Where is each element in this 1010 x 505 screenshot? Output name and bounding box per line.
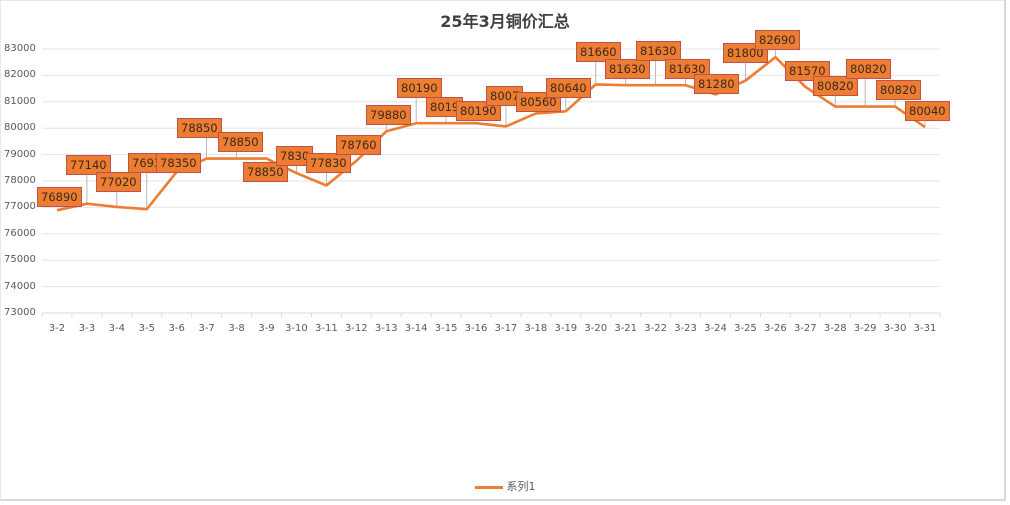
x-tick-label: 3-27 [793,323,817,334]
x-tick-label: 3-9 [258,323,275,334]
x-tick-label: 3-2 [48,323,66,334]
data-label: 7830 [276,146,314,166]
x-tick-label: 3-6 [168,323,185,334]
y-tick-label: 80000 [4,122,36,134]
y-tick-label: 74000 [4,280,36,292]
legend[interactable]: 系列1 [0,478,1010,494]
x-tick-label: 3-26 [764,323,787,334]
x-tick-label: 3-25 [734,323,757,334]
data-label: 80820 [876,80,921,100]
y-tick-label: 76000 [4,227,36,239]
x-tick-label: 3-8 [228,323,245,334]
data-label: 77140 [66,155,111,175]
data-label: 78350 [156,153,201,173]
x-tick-label: 3-29 [853,323,877,334]
series-line[interactable] [56,55,926,212]
x-tick-label: 3-31 [913,323,937,334]
legend-label: 系列1 [506,480,536,493]
x-tick-label: 3-24 [704,323,727,334]
data-label: 81660 [576,42,621,62]
data-label: 78850 [243,162,288,182]
y-tick-label: 73000 [4,307,36,318]
data-label: 80820 [846,59,891,79]
y-tick-label: 75000 [4,254,36,266]
x-tick-label: 3-13 [374,323,398,334]
data-label: 80040 [905,101,950,121]
legend-line-icon [474,485,503,489]
y-tick-label: 78000 [4,175,36,186]
data-label: 81630 [605,59,650,79]
x-tick-label: 3-10 [285,323,308,334]
y-tick-label: 79000 [4,148,36,160]
data-label: 78760 [336,135,381,155]
data-label: 79880 [366,105,411,125]
x-tick-label: 3-3 [78,323,96,334]
x-tick-label: 3-18 [524,323,548,334]
x-tick-label: 3-19 [554,323,578,334]
data-label: 78850 [218,132,263,152]
data-label: 82690 [755,30,800,50]
x-tick-label: 3-12 [344,323,368,334]
x-tick-label: 3-11 [315,323,338,334]
x-tick-label: 3-15 [434,323,458,334]
data-label: 80820 [813,76,858,96]
x-tick-label: 3-30 [883,323,907,334]
y-tick-label: 83000 [4,43,36,54]
data-label: 80190 [456,101,501,121]
x-tick-label: 3-28 [823,323,847,334]
x-tick-label: 3-16 [464,323,488,334]
chart-title: 25年3月铜价汇总 [440,12,570,31]
x-tick-label: 3-5 [138,323,155,334]
data-label: 77020 [96,172,141,192]
data-label: 78850 [177,118,222,138]
x-tick-label: 3-17 [494,323,518,334]
x-tick-label: 3-23 [674,323,697,334]
y-tick-label: 81000 [4,95,36,107]
x-tick-label: 3-20 [584,323,608,334]
data-label: 81630 [636,41,681,61]
data-label: 8007 [486,86,524,106]
data-label: 77830 [306,153,351,173]
data-label: 80640 [546,78,591,98]
x-tick-label: 3-14 [404,323,428,334]
x-tick-label: 3-21 [614,323,638,334]
y-tick-label: 77000 [4,201,36,213]
x-tick-label: 3-4 [108,323,125,334]
x-tick-label: 3-7 [198,323,215,334]
x-tick-label: 3-22 [644,323,667,334]
data-label: 80190 [397,78,442,98]
y-tick-label: 82000 [4,69,36,81]
data-label: 81630 [665,59,710,79]
data-label: 81280 [694,74,739,94]
data-label: 80560 [516,92,561,112]
data-label: 8019 [426,97,464,117]
data-label: 76890 [37,187,82,207]
